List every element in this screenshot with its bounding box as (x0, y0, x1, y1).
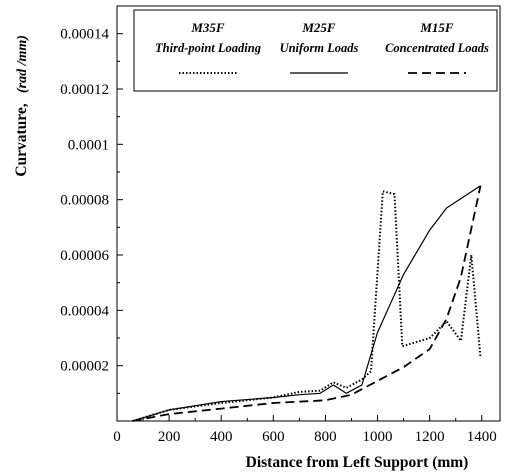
y-tick-label: 0.00004 (60, 303, 109, 319)
y-axis-label: Curvature, (rad /mm) (13, 35, 30, 177)
y-tick-label: 0.00002 (60, 359, 109, 375)
legend: M35F Third-point Loading M25F Uniform Loads… (133, 9, 498, 92)
legend-series-name: M15F (419, 20, 454, 35)
x-tick-label: 200 (158, 429, 181, 445)
legend-series-description: Third-point Loading (155, 41, 261, 55)
legend-box (133, 9, 498, 92)
legend-series-name: M25F (301, 20, 336, 35)
x-tick-label: 600 (262, 429, 285, 445)
y-tick-label: 0.00008 (60, 193, 109, 209)
series-layer (132, 185, 482, 422)
y-axis-ticks: 0.00002 0.00004 0.00006 0.00008 0.0001 0.0001… (60, 27, 123, 394)
x-tick-label: 1200 (415, 429, 445, 445)
y-tick-label: 0.00012 (60, 82, 109, 98)
x-axis-label: Distance from Left Support (mm) (246, 454, 469, 471)
x-axis-ticks: 0 200 400 600 800 1000 1200 1400 (113, 415, 497, 445)
plot-area-frame (116, 5, 501, 422)
x-tick-label: 0 (113, 429, 121, 445)
series-line-m35f (132, 190, 482, 422)
y-tick-label: 0.0001 (68, 137, 109, 153)
x-tick-label: 1000 (363, 429, 393, 445)
x-tick-label: 1400 (467, 429, 497, 445)
y-tick-label: 0.00006 (60, 248, 109, 264)
x-tick-label: 400 (210, 429, 233, 445)
legend-series-description: Concentrated Loads (385, 41, 489, 55)
y-axis-label-unit: (rad /mm) (15, 35, 30, 93)
legend-series-description: Uniform Loads (280, 41, 359, 55)
series-line-m25f (132, 185, 481, 422)
y-tick-label: 0.00014 (60, 27, 109, 43)
y-axis-label-text: Curvature, (13, 103, 30, 176)
x-tick-label: 800 (314, 429, 337, 445)
series-line-m15f (132, 185, 482, 422)
legend-series-name: M35F (190, 20, 225, 35)
